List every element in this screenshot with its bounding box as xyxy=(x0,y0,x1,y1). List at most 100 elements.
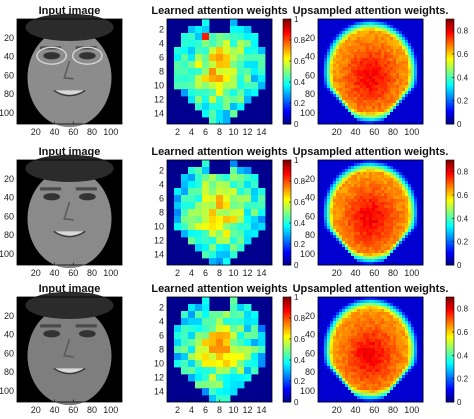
upsampled-cell xyxy=(321,309,325,313)
upsampled-cell xyxy=(345,238,349,242)
upsampled-cell xyxy=(384,297,388,301)
upsampled-cell xyxy=(411,318,415,322)
upsampled-cell xyxy=(318,64,322,68)
y-tick-label: 20 xyxy=(305,311,315,321)
colorbar-segment xyxy=(446,303,454,306)
upsampled-cell xyxy=(375,345,379,349)
upsampled-cell xyxy=(375,76,379,80)
upsampled-cell xyxy=(354,238,358,242)
upsampled-cell xyxy=(345,256,349,260)
upsampled-cell xyxy=(348,196,352,200)
attention-cell xyxy=(202,251,210,259)
upsampled-cell xyxy=(360,217,364,221)
upsampled-cell xyxy=(342,354,346,358)
upsampled-cell xyxy=(327,22,331,26)
upsampled-cell xyxy=(357,40,361,44)
upsampled-cell xyxy=(393,318,397,322)
upsampled-cell xyxy=(351,115,355,119)
upsampled-cell xyxy=(381,79,385,83)
colorbar-segment xyxy=(283,176,291,180)
upsampled-cell xyxy=(366,25,370,29)
attention-cell xyxy=(181,223,189,231)
upsampled-cell xyxy=(318,31,322,35)
upsampled-cell xyxy=(327,393,331,397)
upsampled-cell xyxy=(360,166,364,170)
upsampled-cell xyxy=(387,112,391,116)
colorbar-segment xyxy=(283,197,291,201)
upsampled-cell xyxy=(348,178,352,182)
upsampled-cell xyxy=(417,363,421,367)
attention-cell xyxy=(181,61,189,69)
upsampled-cell xyxy=(381,369,385,373)
upsampled-cell xyxy=(396,52,400,56)
upsampled-cell xyxy=(321,342,325,346)
upsampled-cell xyxy=(414,199,418,203)
upsampled-cell xyxy=(324,70,328,74)
upsampled-cell xyxy=(399,103,403,107)
upsampled-cell xyxy=(387,163,391,167)
upsampled-cell xyxy=(408,247,412,251)
upsampled-cell xyxy=(336,220,340,224)
colorbar-segment xyxy=(283,162,291,165)
upsampled-cell xyxy=(327,19,331,23)
upsampled-cell xyxy=(321,43,325,47)
upsampled-cell xyxy=(417,354,421,358)
upsampled-cell xyxy=(405,351,409,355)
y-tick-label: 20 xyxy=(4,311,14,321)
upsampled-cell xyxy=(321,238,325,242)
upsampled-cell xyxy=(339,220,343,224)
upsampled-cell xyxy=(402,327,406,331)
upsampled-cell xyxy=(342,339,346,343)
upsampled-cell xyxy=(399,253,403,257)
upsampled-cell xyxy=(408,390,412,394)
upsampled-cell xyxy=(414,106,418,110)
colorbar-segment xyxy=(283,258,291,262)
attention-cell xyxy=(209,367,217,375)
upsampled-cell xyxy=(318,300,322,304)
upsampled-cell xyxy=(420,297,424,301)
upsampled-cell xyxy=(396,336,400,340)
upsampled-cell xyxy=(327,25,331,29)
upsampled-cell xyxy=(414,52,418,56)
upsampled-cell xyxy=(357,309,361,313)
upsampled-cell xyxy=(399,64,403,68)
upsampled-cell xyxy=(339,232,343,236)
upsampled-cell xyxy=(414,399,418,403)
upsampled-cell xyxy=(366,40,370,44)
upsampled-cell xyxy=(345,372,349,376)
upsampled-cell xyxy=(393,238,397,242)
upsampled-cell xyxy=(348,184,352,188)
colorbar-segment xyxy=(446,63,454,66)
upsampled-cell xyxy=(366,256,370,260)
upsampled-cell xyxy=(375,91,379,95)
colorbar-segment xyxy=(446,381,454,384)
upsampled-cell xyxy=(318,70,322,74)
upsampled-cell xyxy=(333,28,337,32)
upsampled-cell xyxy=(387,259,391,263)
attention-cell xyxy=(188,33,196,41)
upsampled-cell xyxy=(420,357,424,361)
upsampled-cell xyxy=(363,324,367,328)
upsampled-cell xyxy=(324,303,328,307)
upsampled-cell xyxy=(396,324,400,328)
upsampled-cell xyxy=(339,163,343,167)
upsampled-cell xyxy=(327,384,331,388)
upsampled-cell xyxy=(387,49,391,53)
upsampled-cell xyxy=(342,259,346,263)
upsampled-cell xyxy=(408,187,412,191)
upsampled-cell xyxy=(366,109,370,113)
upsampled-cell xyxy=(411,306,415,310)
upsampled-cell xyxy=(369,390,373,394)
upsampled-cell xyxy=(336,262,340,266)
upsampled-cell xyxy=(417,378,421,382)
upsampled-cell xyxy=(420,214,424,218)
upsampled-cell xyxy=(387,369,391,373)
upsampled-cell xyxy=(417,360,421,364)
upsampled-cell xyxy=(408,223,412,227)
upsampled-cell xyxy=(345,190,349,194)
upsampled-cell xyxy=(420,166,424,170)
upsampled-cell xyxy=(342,238,346,242)
attention-cell xyxy=(209,353,217,361)
upsampled-cell xyxy=(393,163,397,167)
